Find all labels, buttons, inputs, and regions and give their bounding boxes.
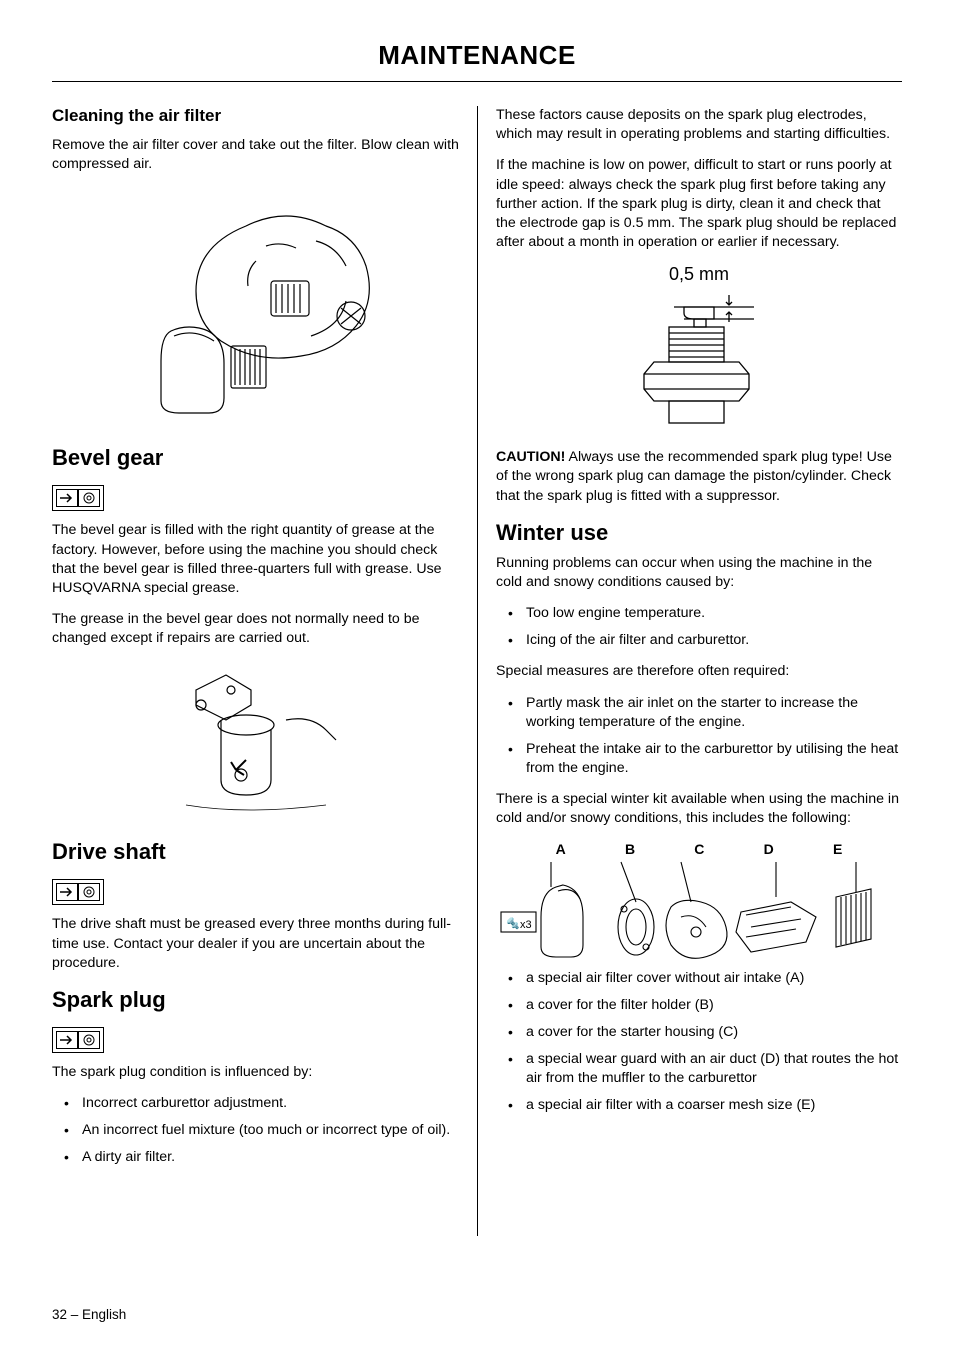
bevel-gear-text-1: The bevel gear is filled with the right … bbox=[52, 521, 459, 598]
winter-causes-list: Too low engine temperature. Icing of the… bbox=[496, 604, 902, 650]
list-item: Incorrect carburettor adjustment. bbox=[52, 1094, 459, 1113]
label-c: C bbox=[694, 841, 704, 857]
label-a: A bbox=[556, 841, 566, 857]
service-icon bbox=[52, 1027, 104, 1053]
bevel-gear-text-2: The grease in the bevel gear does not no… bbox=[52, 610, 459, 648]
drive-shaft-heading: Drive shaft bbox=[52, 839, 459, 865]
list-item: a cover for the filter holder (B) bbox=[496, 996, 902, 1015]
cleaning-air-filter-text: Remove the air filter cover and take out… bbox=[52, 136, 459, 174]
winter-use-heading: Winter use bbox=[496, 520, 902, 546]
list-item: Icing of the air filter and carburettor. bbox=[496, 631, 902, 650]
right-column: These factors cause deposits on the spar… bbox=[477, 106, 902, 1236]
arrow-icon bbox=[56, 1031, 78, 1049]
label-d: D bbox=[764, 841, 774, 857]
spark-plug-figure: 0,5 mm bbox=[614, 264, 784, 432]
winter-measures-list: Partly mask the air inlet on the starter… bbox=[496, 694, 902, 779]
page-title: MAINTENANCE bbox=[52, 40, 902, 81]
gear-icon bbox=[78, 489, 100, 507]
air-filter-figure bbox=[52, 186, 459, 431]
list-item: A dirty air filter. bbox=[52, 1148, 459, 1167]
list-item: a special air filter cover without air i… bbox=[496, 969, 902, 988]
winter-measures-intro: Special measures are therefore often req… bbox=[496, 662, 902, 681]
list-item: a special air filter with a coarser mesh… bbox=[496, 1096, 902, 1115]
spark-gap-label: 0,5 mm bbox=[614, 264, 784, 285]
label-e: E bbox=[833, 841, 842, 857]
low-power-text: If the machine is low on power, difficul… bbox=[496, 156, 902, 252]
winter-intro: Running problems can occur when using th… bbox=[496, 554, 902, 592]
caution-label: CAUTION! bbox=[496, 449, 565, 465]
service-icon bbox=[52, 879, 104, 905]
gear-icon bbox=[78, 1031, 100, 1049]
svg-text:🔩: 🔩 bbox=[506, 917, 520, 930]
spark-plug-list: Incorrect carburettor adjustment. An inc… bbox=[52, 1094, 459, 1168]
page-footer: 32 – English bbox=[52, 1307, 126, 1322]
list-item: Partly mask the air inlet on the starter… bbox=[496, 694, 902, 732]
spark-plug-intro: The spark plug condition is influenced b… bbox=[52, 1063, 459, 1082]
list-item: Preheat the intake air to the carburetto… bbox=[496, 740, 902, 778]
label-b: B bbox=[625, 841, 635, 857]
content-columns: Cleaning the air filter Remove the air f… bbox=[52, 106, 902, 1236]
spark-plug-heading: Spark plug bbox=[52, 987, 459, 1013]
winter-kit-figure: A B C D E bbox=[496, 841, 902, 989]
drive-shaft-text: The drive shaft must be greased every th… bbox=[52, 915, 459, 973]
cleaning-air-filter-heading: Cleaning the air filter bbox=[52, 106, 459, 126]
bevel-gear-heading: Bevel gear bbox=[52, 445, 459, 471]
bevel-gear-figure bbox=[52, 660, 459, 825]
arrow-icon bbox=[56, 489, 78, 507]
title-rule bbox=[52, 81, 902, 82]
arrow-icon bbox=[56, 883, 78, 901]
x3-label: x3 bbox=[520, 919, 540, 931]
gear-icon bbox=[78, 883, 100, 901]
list-item: Too low engine temperature. bbox=[496, 604, 902, 623]
deposits-text: These factors cause deposits on the spar… bbox=[496, 106, 902, 144]
caution-text: CAUTION! Always use the recommended spar… bbox=[496, 448, 902, 506]
list-item: a special wear guard with an air duct (D… bbox=[496, 1050, 902, 1088]
winter-kit-list: a special air filter cover without air i… bbox=[496, 969, 902, 1116]
list-item: An incorrect fuel mixture (too much or i… bbox=[52, 1121, 459, 1140]
list-item: a cover for the starter housing (C) bbox=[496, 1023, 902, 1042]
service-icon bbox=[52, 485, 104, 511]
left-column: Cleaning the air filter Remove the air f… bbox=[52, 106, 477, 1236]
winter-kit-intro: There is a special winter kit available … bbox=[496, 790, 902, 828]
